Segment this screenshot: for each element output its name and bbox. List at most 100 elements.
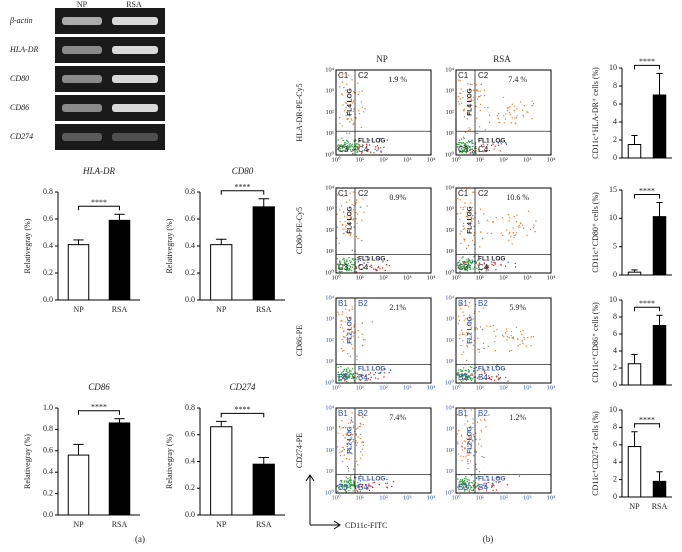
decade-label: 10⁰: [445, 268, 455, 276]
event-dot: [352, 335, 355, 337]
event-dot: [506, 336, 509, 338]
event-dot: [460, 344, 462, 347]
event-dot: [348, 132, 351, 134]
event-dot: [475, 366, 478, 369]
event-dot: [346, 439, 349, 441]
y-tick-label: 0: [613, 270, 617, 279]
event-dot: [345, 201, 348, 203]
event-dot: [461, 449, 464, 451]
event-dot: [346, 132, 348, 135]
event-dot: [355, 487, 357, 489]
decade-label: 10¹: [326, 468, 335, 475]
y-tick-label: 0.6: [185, 430, 195, 439]
event-dot: [466, 454, 468, 456]
event-dot: [487, 269, 489, 271]
event-dot: [341, 74, 344, 76]
event-dot: [359, 259, 362, 261]
event-dot: [494, 340, 496, 343]
event-dot: [345, 316, 348, 318]
event-dot: [355, 211, 357, 214]
event-dot: [467, 306, 470, 308]
event-dot: [519, 226, 521, 229]
event-dot: [349, 318, 351, 320]
event-dot: [505, 143, 508, 145]
event-dot: [361, 90, 363, 93]
event-dot: [339, 488, 342, 490]
event-dot: [478, 150, 480, 153]
y-axis-label: Relativegray (%): [165, 434, 174, 489]
event-dot: [361, 219, 363, 221]
event-dot: [340, 320, 342, 322]
event-dot: [362, 374, 364, 377]
event-dot: [366, 205, 369, 207]
event-dot: [477, 483, 479, 485]
event-dot: [343, 330, 345, 333]
x-axis-label: FL1 LOG: [358, 138, 385, 145]
event-dot: [360, 375, 363, 378]
decade-label: 10⁰: [451, 383, 461, 391]
event-dot: [337, 373, 339, 376]
event-dot: [462, 256, 464, 258]
event-dot: [482, 377, 484, 380]
event-dot: [357, 481, 359, 484]
quadrant-label: C1: [338, 71, 349, 80]
event-dot: [456, 143, 458, 145]
event-dot: [373, 152, 375, 154]
event-dot: [516, 108, 518, 110]
event-dot: [341, 484, 343, 486]
event-dot: [347, 227, 349, 230]
event-dot: [383, 376, 385, 378]
decade-label: 10⁴: [547, 274, 557, 281]
decade-label: 10¹: [476, 156, 485, 163]
event-dot: [351, 433, 354, 436]
event-dot: [495, 268, 497, 271]
event-dot: [462, 367, 465, 369]
event-dot: [346, 270, 348, 272]
event-dot: [469, 259, 471, 262]
event-dot: [356, 376, 359, 378]
event-dot: [340, 324, 342, 326]
event-dot: [347, 477, 349, 480]
plot-frame: [455, 407, 552, 494]
y-tick-label: 8: [613, 312, 617, 321]
event-dot: [338, 146, 340, 148]
event-dot: [352, 439, 355, 441]
event-dot: [466, 334, 468, 336]
event-dot: [469, 268, 472, 270]
event-dot: [346, 377, 348, 380]
event-dot: [475, 152, 477, 155]
event-dot: [344, 110, 346, 112]
event-dot: [355, 217, 357, 220]
percent-label: 1.9 %: [388, 75, 407, 84]
event-dot: [366, 143, 368, 146]
event-dot: [339, 271, 342, 273]
gel-band: [112, 104, 158, 112]
chart-title: CD80: [232, 166, 254, 176]
event-dot: [357, 336, 360, 339]
event-dot: [359, 437, 362, 439]
event-dot: [477, 255, 480, 257]
event-dot: [471, 261, 474, 263]
event-dot: [500, 264, 502, 266]
event-dot: [356, 222, 358, 224]
event-dot: [461, 333, 464, 336]
event-dot: [336, 145, 339, 147]
event-dot: [486, 377, 488, 380]
event-dot: [466, 460, 469, 463]
event-dot: [348, 146, 350, 148]
event-dot: [384, 482, 387, 485]
event-dot: [475, 105, 477, 108]
event-dot: [511, 117, 514, 119]
event-dot: [336, 237, 338, 239]
event-dot: [466, 211, 468, 213]
event-dot: [495, 335, 497, 337]
event-dot: [340, 483, 342, 485]
event-dot: [472, 422, 474, 424]
event-dot: [504, 332, 507, 334]
event-dot: [486, 219, 488, 221]
event-dot: [367, 148, 370, 151]
event-dot: [470, 425, 472, 428]
event-dot: [531, 117, 533, 120]
event-dot: [517, 345, 520, 347]
event-dot: [341, 137, 343, 139]
